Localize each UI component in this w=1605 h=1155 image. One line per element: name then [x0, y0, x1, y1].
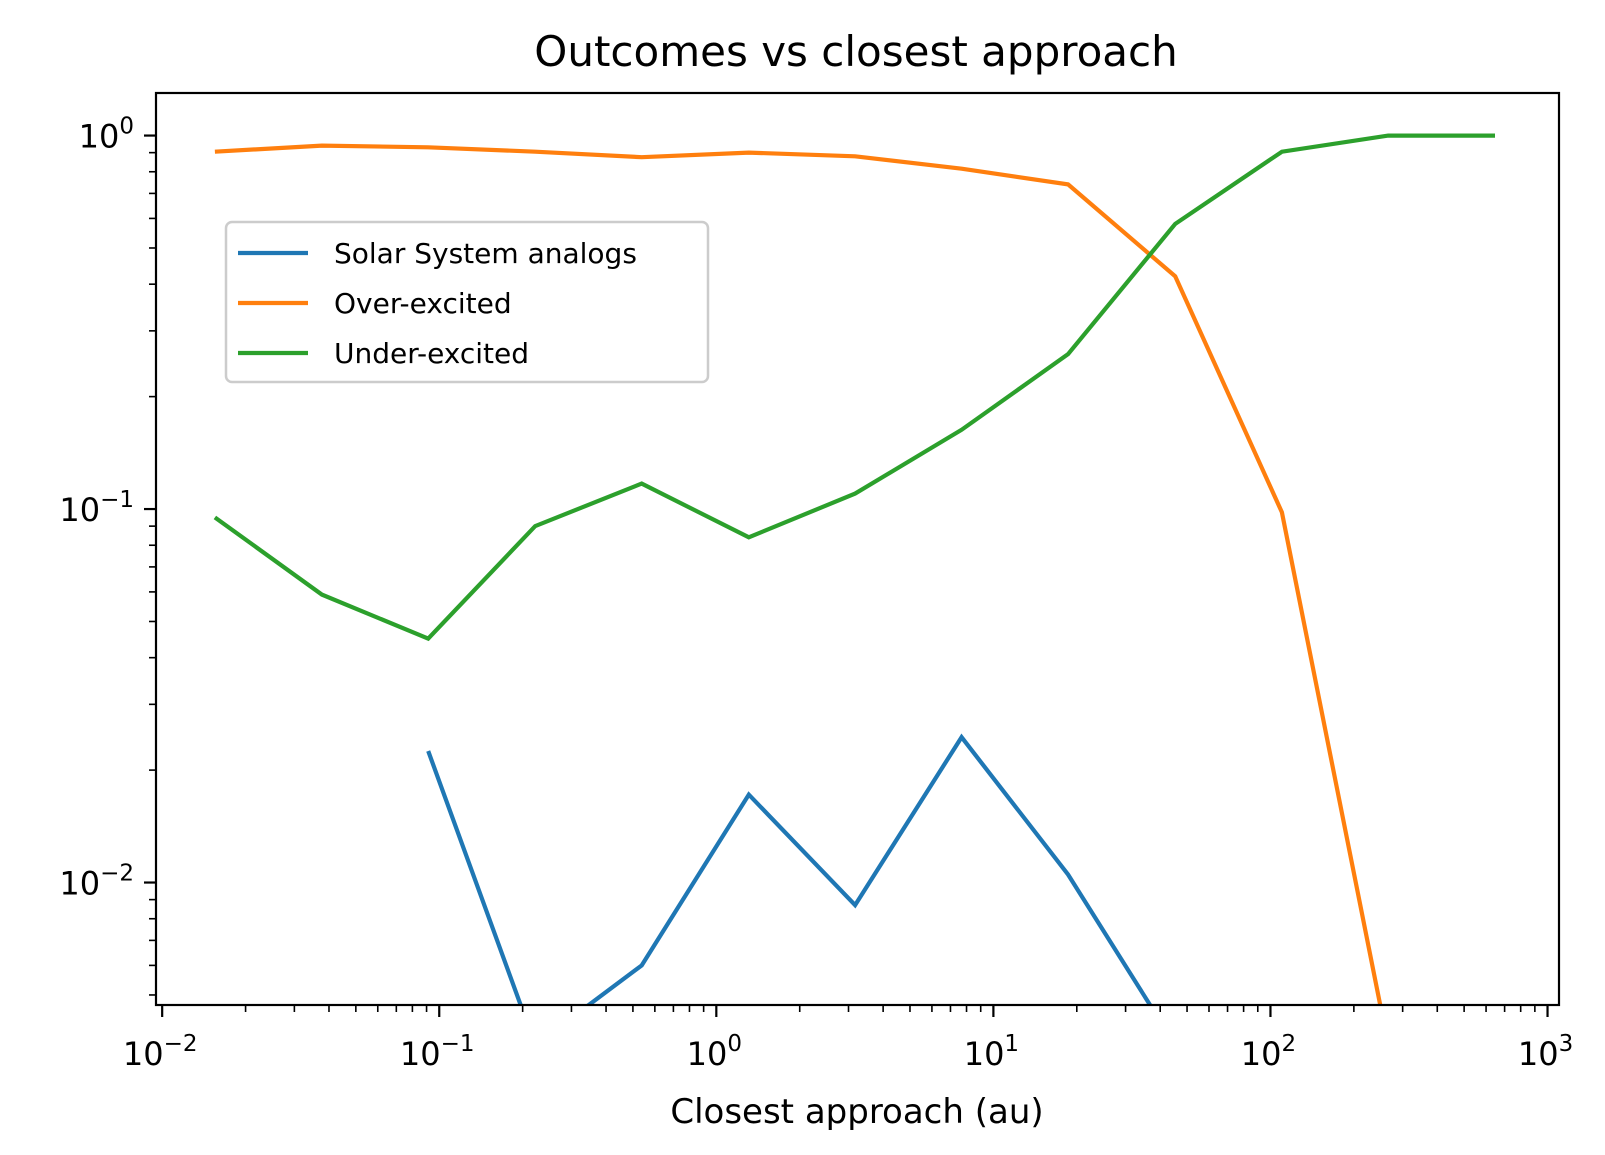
plot-lines — [213, 133, 1495, 1005]
plot-frame — [154, 91, 1561, 1007]
x-tick-label: 102 — [1241, 1031, 1296, 1073]
x-tick-label: 100 — [687, 1031, 742, 1073]
y-tick-label: 10−2 — [59, 861, 134, 903]
y-tick-label: 10−1 — [59, 487, 134, 529]
series-line-over-excited — [214, 143, 1383, 1005]
legend: Solar System analogs Over-excited Under-ex… — [224, 220, 710, 384]
x-axis: 10−2 10−1 100 101 102 103 — [123, 1005, 1573, 1073]
y-tick-label: 100 — [79, 114, 134, 156]
legend-label-under-excited: Under-excited — [334, 337, 529, 370]
x-tick-label: 101 — [964, 1031, 1019, 1073]
legend-label-solar-system-analogs: Solar System analogs — [334, 237, 637, 270]
y-axis: 100 10−1 10−2 — [59, 114, 156, 996]
series-line-under-excited — [213, 133, 1495, 642]
legend-label-over-excited: Over-excited — [334, 287, 512, 320]
x-tick-label: 10−2 — [123, 1031, 198, 1073]
x-axis-label: Closest approach (au) — [670, 1092, 1043, 1132]
x-tick-label: 103 — [1518, 1031, 1573, 1073]
legend-box — [224, 220, 710, 384]
x-tick-label: 10−1 — [400, 1031, 475, 1073]
series-line-solar-system-analogs — [426, 733, 1153, 1005]
chart-title: Outcomes vs closest approach — [534, 27, 1177, 76]
